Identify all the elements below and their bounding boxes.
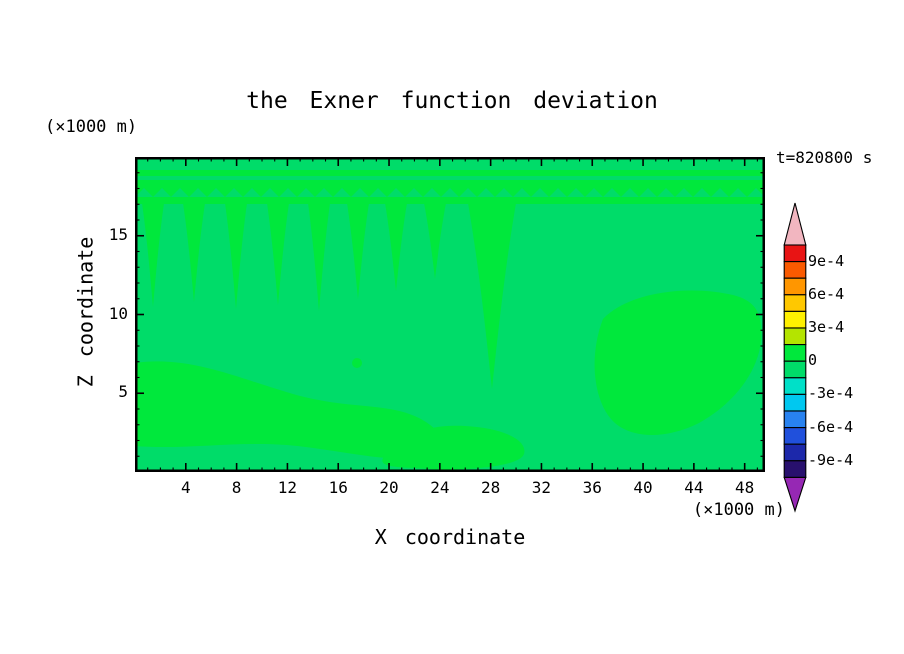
colorbar-tick-label: 6e-4 [808,284,845,303]
x-tick-label: 40 [633,478,653,497]
colorbar-segment [783,427,807,445]
x-axis-title: X coordinate [374,525,526,549]
x-axis-unit-label: (×1000 m) [692,500,785,520]
colorbar-segment [783,310,807,329]
band-stripe [135,176,765,180]
colorbar-segment [783,261,807,279]
small-cell [352,358,362,368]
colorbar-over-arrow [783,202,807,246]
y-tick-label: 5 [118,382,128,402]
colorbar-segment [783,294,807,312]
colorbar-segment [783,244,807,263]
x-tick-label: 8 [231,478,242,497]
plume [385,203,407,291]
y-tick-label: 15 [108,224,128,244]
plume [267,203,289,305]
plume [308,203,330,311]
colorbar-segment [783,360,807,379]
colorbar [780,200,814,515]
x-tick-label: 44 [684,478,704,497]
y-axis-unit-label: (×1000 m) [45,117,138,137]
bottom-middle-lobe [382,425,525,470]
x-tick-label: 28 [481,478,501,497]
colorbar-segment [783,443,807,462]
time-stamp-label: t=820800 s [776,148,873,167]
band-zigzag [135,188,765,197]
colorbar-svg [783,202,807,513]
colorbar-segment [783,277,807,296]
colorbar-segment [783,393,807,412]
colorbar-under-arrow [783,476,807,513]
plume [424,203,446,279]
chart-title: the Exner function deviation [246,88,658,114]
y-tick-label: 10 [108,303,128,323]
upper-wave-band [135,170,765,204]
x-tick-label: 12 [277,478,298,497]
right-lobe [594,290,762,435]
colorbar-segment [783,460,807,478]
colorbar-segment [783,327,807,346]
plume [142,203,164,307]
plume [347,203,369,299]
x-tick-label: 48 [735,478,755,497]
x-tick-label: 32 [531,478,552,497]
plume [225,203,247,309]
contour-plot-svg [135,157,765,472]
colorbar-segment [783,410,807,429]
x-tick-label: 36 [582,478,602,497]
colorbar-tick-label: -6e-4 [808,417,854,436]
colorbar-tick-label: 9e-4 [808,251,845,270]
x-tick-label: 24 [430,478,450,497]
colorbar-tick-label: 0 [808,351,818,370]
x-tick-label: 4 [180,478,191,497]
colorbar-segment [783,344,807,362]
plot-frame [135,157,765,472]
plume [183,203,205,302]
colorbar-tick-label: -9e-4 [808,450,854,469]
bottom-left-band [135,361,443,459]
x-tick-label: 16 [328,478,348,497]
wide-plume [468,203,516,389]
colorbar-tick-label: -3e-4 [808,384,854,403]
colorbar-tick-label: 3e-4 [808,318,845,336]
colorbar-segment [783,377,807,395]
x-tick-label: 20 [379,478,399,497]
plot-area [135,157,765,472]
